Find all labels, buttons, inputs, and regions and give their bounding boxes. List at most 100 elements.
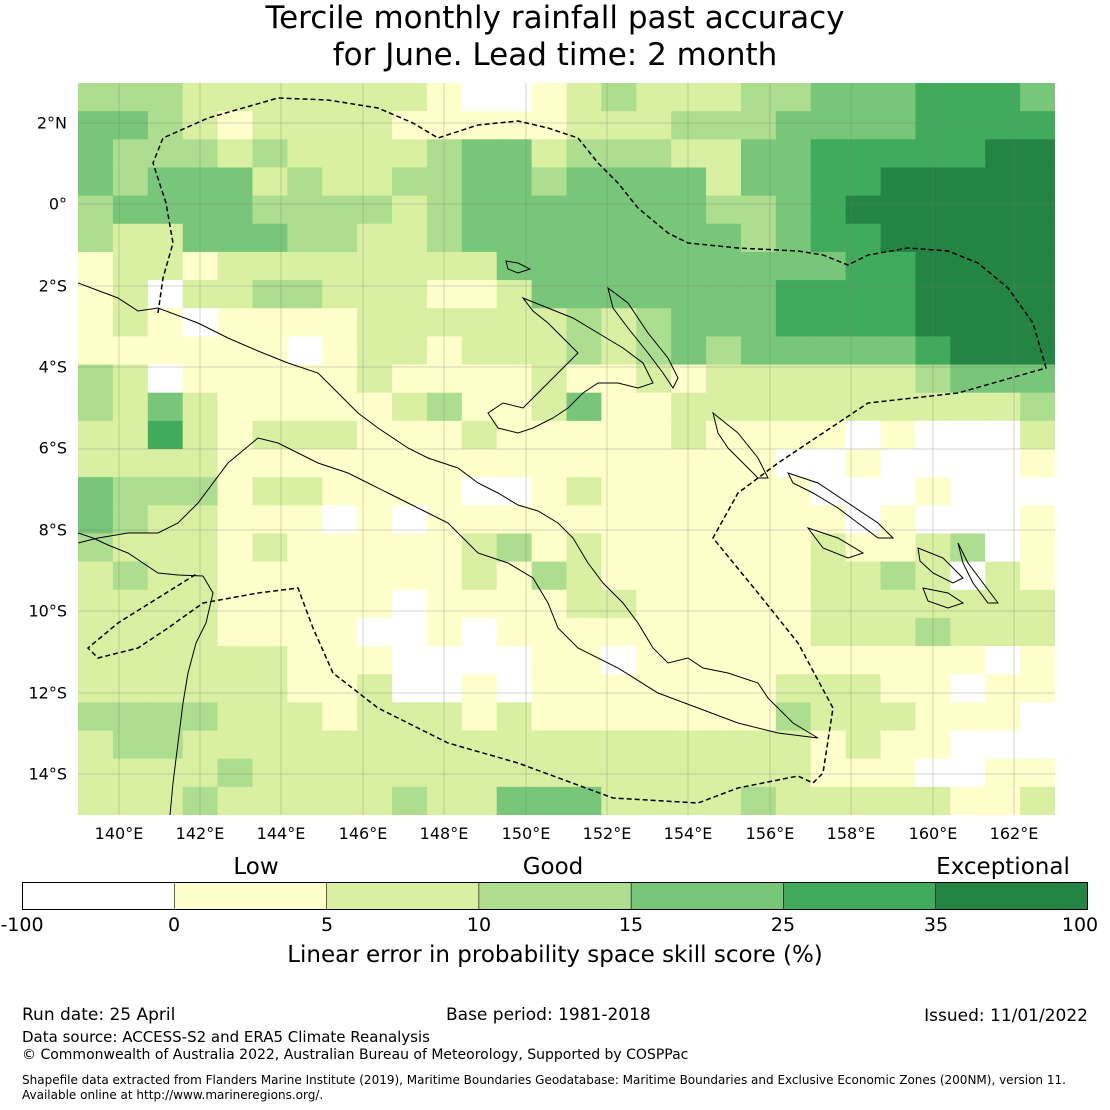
grid-cell bbox=[78, 533, 114, 563]
grid-cell bbox=[217, 392, 254, 422]
grid-cell bbox=[426, 167, 463, 197]
grid-cell bbox=[775, 533, 812, 563]
grid-cell bbox=[182, 449, 219, 478]
grid-cell bbox=[671, 702, 707, 732]
grid-cell bbox=[357, 730, 393, 760]
grid-cell bbox=[496, 589, 533, 619]
grid-cell bbox=[182, 702, 219, 732]
grid-cell bbox=[182, 139, 219, 169]
grid-cell bbox=[392, 674, 428, 703]
grid-cell bbox=[496, 392, 533, 422]
grid-cell bbox=[252, 308, 288, 337]
grid-cell bbox=[496, 336, 533, 366]
grid-cell bbox=[426, 617, 463, 647]
grid-cell bbox=[706, 702, 742, 732]
grid-cell bbox=[845, 139, 882, 169]
grid-cell bbox=[426, 758, 463, 788]
grid-cell bbox=[392, 646, 428, 675]
grid-cell bbox=[461, 364, 498, 394]
grid-cell bbox=[496, 83, 533, 112]
grid-cell bbox=[287, 505, 323, 535]
grid-cell bbox=[426, 280, 463, 309]
grid-cell bbox=[147, 477, 184, 506]
grid-cell bbox=[950, 167, 986, 197]
grid-cell bbox=[1020, 449, 1055, 478]
grid-cell bbox=[147, 617, 184, 647]
grid-cell bbox=[182, 617, 219, 647]
grid-cell bbox=[461, 251, 498, 281]
grid-cell bbox=[845, 420, 882, 450]
grid-cell bbox=[112, 308, 149, 337]
grid-cell bbox=[706, 730, 742, 760]
lon-tick-label: 144°E bbox=[256, 824, 306, 843]
grid-cell bbox=[112, 758, 149, 788]
grid-cell bbox=[78, 364, 114, 394]
grid-cell bbox=[775, 589, 812, 619]
grid-cell bbox=[1020, 251, 1055, 281]
grid-cell bbox=[357, 674, 393, 703]
grid-cell bbox=[78, 223, 114, 253]
grid-cell bbox=[217, 646, 254, 675]
grid-cell bbox=[671, 730, 707, 760]
grid-cell bbox=[252, 223, 288, 253]
grid-cell bbox=[671, 167, 707, 197]
grid-cell bbox=[217, 420, 254, 450]
grid-cell bbox=[985, 646, 1021, 675]
grid-cell bbox=[217, 195, 254, 225]
lon-tick-label: 156°E bbox=[745, 824, 795, 843]
grid-cell bbox=[810, 561, 847, 591]
new-guinea-coast bbox=[78, 282, 819, 739]
grid-cell bbox=[950, 308, 986, 337]
grid-cell bbox=[1020, 477, 1055, 506]
grid-cell bbox=[531, 195, 568, 225]
grid-cell bbox=[78, 308, 114, 337]
grid-cell bbox=[322, 646, 358, 675]
grid-cell bbox=[461, 561, 498, 591]
grid-cell bbox=[950, 83, 986, 112]
grid-cell bbox=[706, 167, 742, 197]
grid-cell bbox=[252, 702, 288, 732]
grid-cell bbox=[147, 589, 184, 619]
grid-cell bbox=[217, 83, 254, 112]
colorbar-tick: 0 bbox=[167, 914, 181, 936]
grid-cell bbox=[601, 364, 637, 394]
grid-cell bbox=[112, 223, 149, 253]
grid-cell bbox=[147, 364, 184, 394]
grid-cell bbox=[217, 280, 254, 309]
grid-cell bbox=[810, 364, 847, 394]
grid-cell bbox=[950, 364, 986, 394]
grid-cell bbox=[706, 674, 742, 703]
legend-category-good: Good bbox=[522, 854, 584, 880]
grid-cell bbox=[880, 617, 917, 647]
grid-cell bbox=[287, 646, 323, 675]
grid-cell bbox=[78, 195, 114, 225]
grid-cell bbox=[601, 674, 637, 703]
grid-cell bbox=[985, 111, 1021, 140]
grid-cell bbox=[147, 308, 184, 337]
grid-cell bbox=[1020, 786, 1055, 815]
grid-cell bbox=[322, 449, 358, 478]
grid-cell bbox=[740, 702, 777, 732]
grid-cell bbox=[322, 477, 358, 506]
colorbar-swatch bbox=[326, 882, 480, 910]
grid-cell bbox=[880, 336, 917, 366]
grid-cell bbox=[322, 308, 358, 337]
grid-cell bbox=[496, 702, 533, 732]
grid-cell bbox=[566, 167, 602, 197]
grid-cell bbox=[287, 420, 323, 450]
grid-cell bbox=[985, 477, 1021, 506]
grid-cell bbox=[880, 111, 917, 140]
grid-cell bbox=[287, 758, 323, 788]
lon-tick-label: 146°E bbox=[338, 824, 388, 843]
grid-cell bbox=[531, 702, 568, 732]
grid-cell bbox=[601, 730, 637, 760]
grid-cell bbox=[322, 336, 358, 366]
grid-cell bbox=[566, 674, 602, 703]
grid-cell bbox=[636, 589, 672, 619]
grid-cell bbox=[845, 167, 882, 197]
grid-cell bbox=[217, 139, 254, 169]
grid-cell bbox=[392, 420, 428, 450]
grid-cell bbox=[1020, 561, 1055, 591]
grid-cell bbox=[985, 308, 1021, 337]
grid-cell bbox=[950, 449, 986, 478]
